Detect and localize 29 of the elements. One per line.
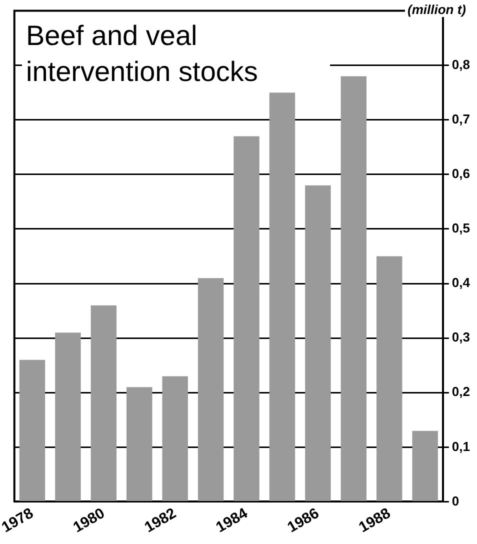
x-tick-label: 1978 — [0, 504, 36, 536]
y-tick-label: 0,4 — [452, 275, 471, 290]
x-tick-label: 1986 — [284, 504, 322, 536]
bar — [198, 278, 224, 501]
bar — [376, 256, 402, 501]
y-tick-label: 0,2 — [452, 384, 470, 400]
y-tick-label: 0,5 — [452, 220, 470, 236]
bar — [412, 430, 438, 501]
x-tick-label: 1988 — [356, 504, 394, 536]
bar — [234, 136, 260, 501]
bar — [305, 185, 331, 501]
bar — [19, 360, 46, 501]
y-tick-label: 0,1 — [452, 438, 470, 454]
y-tick-label: 0,6 — [452, 166, 470, 182]
bar — [340, 76, 367, 501]
y-axis-title: (million t) — [404, 2, 469, 17]
y-tick-label: 0,8 — [452, 56, 470, 72]
y-tick-label: 0,3 — [452, 330, 470, 345]
x-tick-label: 1984 — [213, 504, 252, 536]
y-tick-label: 0,7 — [452, 111, 470, 126]
text: Beef and veal intervention stocks — [22, 16, 330, 92]
x-tick-label: 1980 — [70, 504, 108, 536]
x-tick-label: 1982 — [142, 504, 180, 536]
bar — [90, 305, 117, 501]
bar — [269, 92, 296, 501]
bar — [55, 332, 81, 501]
bar — [126, 387, 152, 501]
bar — [162, 376, 188, 501]
y-tick-label: 0 — [452, 493, 460, 508]
